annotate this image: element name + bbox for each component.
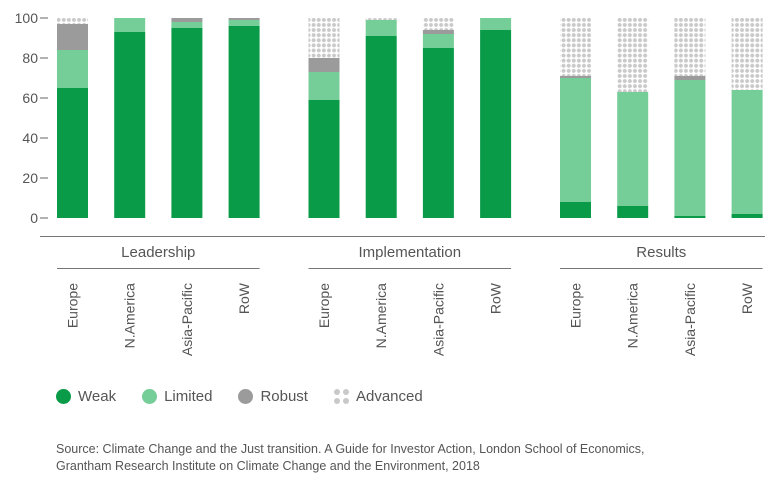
bar-segment-robust xyxy=(308,58,340,72)
bar-segment-limited xyxy=(731,90,763,214)
stacked-bar-chart: 0 20 40 60 80 100 Leadership Implementation Res… xyxy=(15,10,765,356)
bar-segment-weak xyxy=(617,206,649,218)
source-note: Source: Climate Change and the Just tran… xyxy=(56,441,756,475)
bar-segment-robust xyxy=(560,76,591,78)
legend: Weak Limited Robust Advanced xyxy=(56,388,449,405)
group-label: Results xyxy=(636,244,686,261)
y-tick-label: 60 xyxy=(22,90,38,106)
y-tick-label: 40 xyxy=(22,130,38,146)
legend-swatch-limited xyxy=(142,389,158,404)
bar-segment-weak xyxy=(171,28,203,218)
legend-swatch-advanced xyxy=(333,389,349,404)
bar-segment-advanced xyxy=(308,18,340,58)
category-label: Europe xyxy=(568,283,584,328)
bar-segment-weak xyxy=(365,36,397,218)
legend-swatch-robust xyxy=(238,389,254,404)
bar-segment-advanced xyxy=(422,18,454,30)
y-tick-label: 20 xyxy=(22,170,38,186)
category-label: N.America xyxy=(373,283,389,349)
y-tick-label: 0 xyxy=(30,210,38,226)
bar-segment-weak xyxy=(731,214,763,218)
category-label: RoW xyxy=(739,282,755,314)
legend-item-advanced: Advanced xyxy=(333,388,423,405)
bar-segment-weak xyxy=(228,26,260,218)
bar-segment-robust xyxy=(674,76,706,80)
bar-segment-limited xyxy=(228,20,260,26)
legend-item-robust: Robust xyxy=(238,388,308,405)
legend-label-limited: Limited xyxy=(164,388,213,405)
legend-label-weak: Weak xyxy=(78,388,117,405)
source-line-1: Source: Climate Change and the Just tran… xyxy=(56,442,645,456)
bar-segment-weak xyxy=(114,32,146,218)
legend-label-advanced: Advanced xyxy=(355,388,423,405)
bar-segment-weak xyxy=(480,30,512,218)
category-label: Asia-Pacific xyxy=(179,283,195,356)
category-label: Asia-Pacific xyxy=(682,283,698,356)
bar-segment-limited xyxy=(114,18,146,32)
bar-segment-weak xyxy=(674,216,706,218)
bar-segment-robust xyxy=(422,30,454,34)
bar-segment-robust xyxy=(57,24,88,50)
bar-segment-advanced xyxy=(731,18,763,90)
bar-segment-limited xyxy=(171,22,203,28)
category-label: RoW xyxy=(488,282,504,314)
bar-segment-limited xyxy=(560,78,591,202)
y-tick-label: 100 xyxy=(15,10,39,26)
bar-segment-advanced xyxy=(365,18,397,20)
legend-item-limited: Limited xyxy=(142,388,212,405)
category-label: Asia-Pacific xyxy=(430,283,446,356)
bar-segment-weak xyxy=(308,100,340,218)
bar-segment-limited xyxy=(617,92,649,206)
source-line-2: Grantham Research Institute on Climate C… xyxy=(56,459,480,473)
bar-segment-limited xyxy=(422,34,454,48)
bar-segment-weak xyxy=(57,88,88,218)
group-label: Leadership xyxy=(121,244,195,261)
bar-segment-advanced xyxy=(617,18,649,92)
bar-segment-advanced xyxy=(560,18,591,76)
legend-swatch-weak xyxy=(56,389,71,404)
legend-item-weak: Weak xyxy=(56,388,116,405)
category-label: RoW xyxy=(236,282,252,314)
group-labels: Leadership Implementation Results xyxy=(40,236,765,269)
bar-segment-limited xyxy=(480,18,512,30)
legend-label-robust: Robust xyxy=(260,388,308,405)
category-labels: Europe N.America Asia-Pacific RoW Europe N.Am… xyxy=(65,282,756,356)
bar-segment-weak xyxy=(560,202,591,218)
bar-segment-limited xyxy=(57,50,88,88)
bar-segment-limited xyxy=(365,20,397,36)
bar-segment-weak xyxy=(422,48,454,218)
y-tick-label: 80 xyxy=(22,50,38,66)
bar-segment-limited xyxy=(308,72,340,100)
category-label: N.America xyxy=(122,283,138,349)
bar-segment-advanced xyxy=(57,18,88,24)
category-label: Europe xyxy=(65,283,81,328)
bars xyxy=(57,18,763,218)
group-label: Implementation xyxy=(359,244,462,261)
y-axis: 0 20 40 60 80 100 xyxy=(15,10,48,226)
bar-segment-robust xyxy=(171,18,203,22)
category-label: Europe xyxy=(316,283,332,328)
bar-segment-advanced xyxy=(674,18,706,76)
category-label: N.America xyxy=(625,283,641,349)
bar-segment-limited xyxy=(674,80,706,216)
bar-segment-robust xyxy=(228,18,260,20)
